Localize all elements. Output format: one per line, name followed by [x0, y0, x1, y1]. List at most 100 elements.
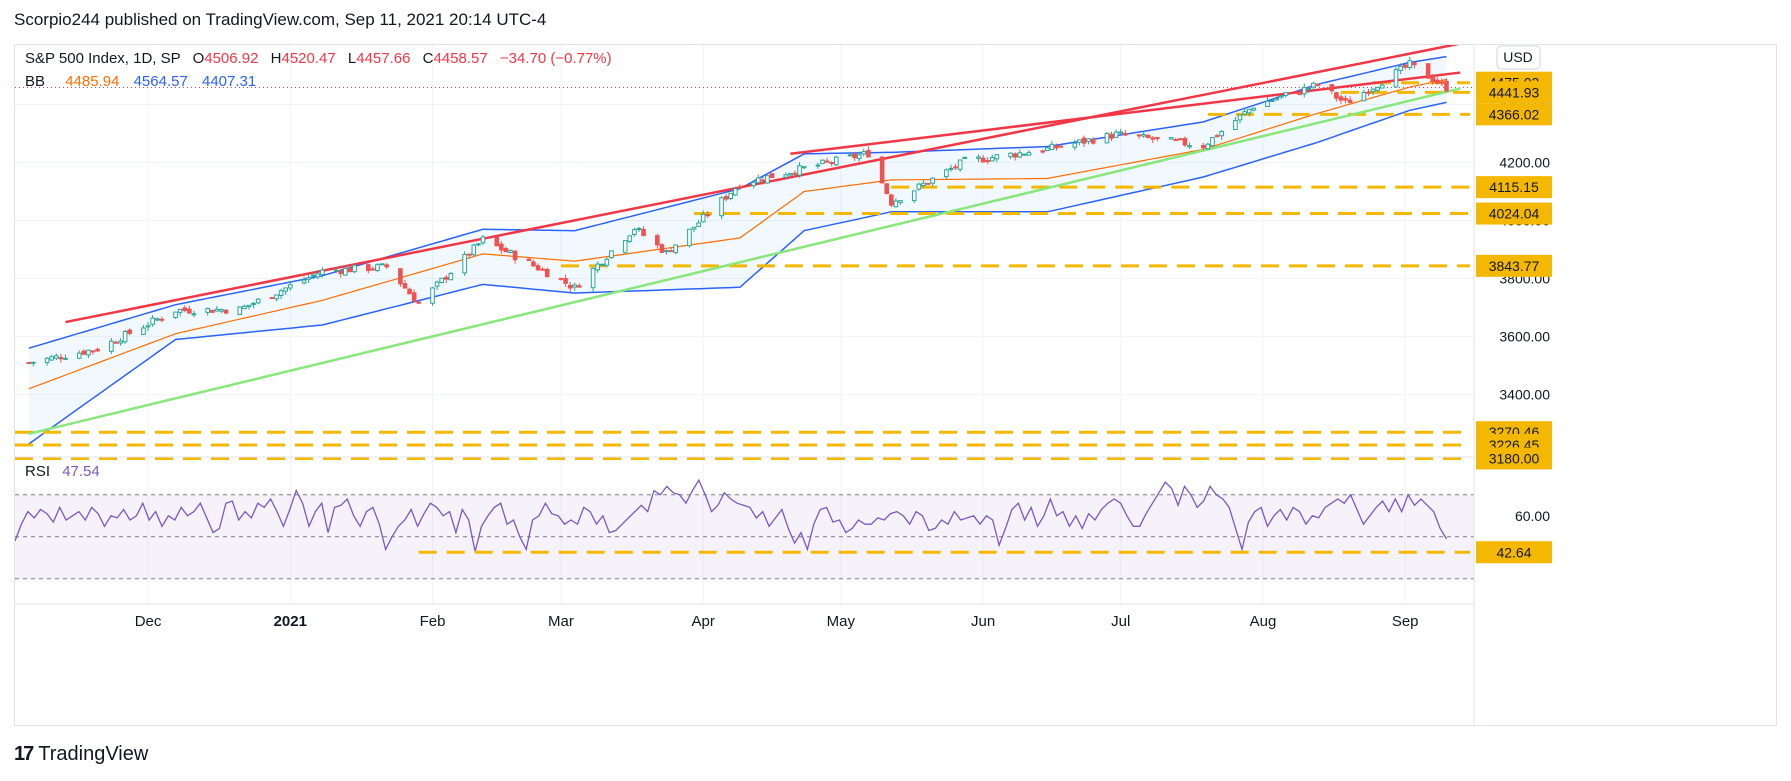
candle-body: [398, 268, 403, 285]
price-level-tag: 4366.02: [1476, 103, 1552, 126]
price-level-tag-label: 3180.00: [1489, 450, 1540, 466]
price-level-tag-bg: [1476, 202, 1552, 225]
publisher-info: Scorpio244 published on TradingView.com,…: [14, 10, 547, 29]
horizontal-levels: [15, 81, 1474, 460]
candle-body: [49, 356, 55, 361]
rsi-tick-label: 60.00: [1515, 508, 1550, 524]
candle-body: [728, 192, 734, 200]
candle-body: [1334, 92, 1339, 99]
candle-body: [889, 194, 894, 206]
candle-body: [223, 309, 229, 314]
candle-body: [1233, 120, 1238, 130]
price-tick-label: 3600.00: [1499, 329, 1550, 345]
candle-body: [1265, 100, 1270, 108]
candle-body: [783, 174, 789, 178]
candle-body: [494, 237, 500, 247]
time-axis[interactable]: Dec 2021 Feb Mar Apr May Jun Jul Aug Sep: [135, 613, 1419, 630]
candle-body: [1306, 87, 1312, 90]
candle-body: [1145, 134, 1151, 139]
candle-body: [86, 349, 91, 356]
low-value: 4457.66: [356, 50, 410, 67]
candle-body: [700, 213, 706, 223]
tradingview-logo-icon: 17: [14, 743, 34, 765]
candle-body: [930, 177, 935, 184]
candle-body: [1251, 107, 1257, 111]
candle-body: [788, 173, 793, 176]
chart-canvas[interactable]: 3400.003600.003800.004000.004200.004400.…: [14, 42, 1778, 727]
candle-body: [948, 167, 954, 170]
bb-mid-line: [28, 78, 1447, 390]
main-legend: S&P 500 Index, 1D, SP O4506.92 H4520.47 …: [25, 50, 612, 480]
candle-body: [182, 307, 188, 311]
grid: [15, 45, 1474, 604]
candle-body: [109, 340, 114, 352]
candle-body: [1269, 100, 1275, 103]
candle-body: [320, 269, 325, 275]
candle-body: [925, 182, 931, 185]
symbol-label: S&P 500 Index, 1D, SP: [25, 50, 181, 67]
candle-body: [1182, 138, 1188, 146]
candle-body: [1049, 143, 1055, 151]
candle-body: [801, 166, 807, 169]
candle-body: [1026, 152, 1032, 156]
candle-body: [558, 277, 564, 280]
candle-body: [962, 156, 968, 159]
candle-body: [636, 227, 642, 230]
candle-body: [402, 283, 408, 289]
candle-body: [563, 278, 568, 284]
candle-body: [861, 151, 867, 155]
candle-body: [430, 287, 435, 304]
price-level-tag-label: 3843.77: [1489, 258, 1540, 274]
candle-body: [338, 270, 344, 275]
candle-body: [953, 166, 958, 169]
candle-body: [347, 267, 353, 273]
rsi-pane: [14, 478, 1474, 580]
candle-body: [352, 264, 357, 273]
change-value: −34.70 (−0.77%): [500, 50, 612, 67]
candle-body: [306, 277, 311, 280]
candle-body: [150, 317, 155, 325]
candle-body: [824, 160, 830, 163]
candle-body: [154, 318, 160, 321]
candle-body: [985, 160, 990, 163]
candle-body: [1081, 137, 1087, 144]
price-level-tag: 4115.15: [1476, 176, 1552, 199]
candle-body: [994, 154, 1000, 160]
candle-body: [214, 308, 220, 312]
candle-body: [797, 165, 802, 176]
candle-body: [1329, 84, 1335, 92]
candle-body: [44, 357, 50, 364]
candle-body: [503, 248, 509, 253]
candle-body: [659, 244, 665, 253]
candle-body: [577, 285, 582, 288]
candle-body: [95, 348, 100, 352]
candle-body: [696, 222, 701, 227]
candle-body: [1283, 92, 1289, 96]
candle-body: [209, 309, 215, 313]
candle-body: [370, 268, 376, 271]
candle-body: [833, 156, 839, 166]
price-level-tag: 4441.93: [1476, 81, 1552, 104]
candle-body: [737, 186, 743, 189]
rsi-level-tag: 42.64: [1476, 541, 1552, 564]
candle-body: [590, 267, 596, 289]
candle-body: [632, 229, 637, 236]
rsi-label: RSI: [25, 463, 50, 480]
currency-button[interactable]: USD: [1496, 45, 1541, 70]
candle-body: [26, 361, 32, 364]
candle-body: [668, 250, 674, 253]
svg-text:S&P 500 Index, 1D, SP: S&P 500 Index, 1D, SP O4506.92 H4520.47 …: [25, 50, 612, 67]
candle-body: [1375, 86, 1380, 91]
candle-body: [274, 294, 279, 300]
candle-body: [599, 263, 605, 266]
candle-body: [1407, 60, 1413, 68]
candle-body: [1366, 91, 1371, 94]
time-tick-label: Feb: [420, 613, 446, 630]
candle-body: [989, 157, 995, 162]
tradingview-logo[interactable]: 17 TradingView: [14, 743, 148, 766]
price-axis[interactable]: 3400.003600.003800.004000.004200.004400.…: [1499, 96, 1550, 402]
price-level-tag-bg: [1476, 176, 1552, 199]
candle-body: [384, 264, 389, 268]
candle-body: [622, 240, 628, 253]
candle-body: [641, 228, 646, 236]
